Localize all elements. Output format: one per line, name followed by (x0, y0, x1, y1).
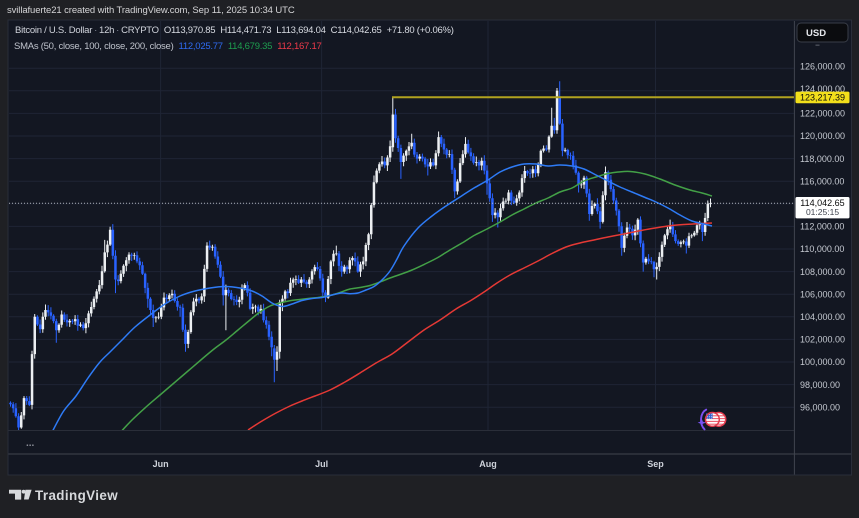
svg-text:Aug: Aug (479, 459, 497, 469)
svg-text:118,000.00: 118,000.00 (800, 154, 844, 164)
svg-text:116,000.00: 116,000.00 (800, 176, 844, 186)
svg-text:Sep: Sep (647, 459, 664, 469)
svg-text:...: ... (26, 438, 35, 449)
svg-text:Jun: Jun (153, 459, 169, 469)
svg-text:01:25:15: 01:25:15 (806, 207, 839, 217)
svg-text:100,000.00: 100,000.00 (800, 357, 845, 367)
svg-text:96,000.00: 96,000.00 (800, 402, 840, 412)
svg-text:TradingView: TradingView (35, 488, 118, 503)
svg-text:106,000.00: 106,000.00 (800, 289, 845, 299)
svg-text:114,042.65: 114,042.65 (800, 198, 844, 208)
svg-text:123,217.39: 123,217.39 (800, 93, 845, 103)
svg-text:112,000.00: 112,000.00 (800, 222, 844, 232)
svg-text:98,000.00: 98,000.00 (800, 380, 840, 390)
svg-text:104,000.00: 104,000.00 (800, 312, 845, 322)
svg-text:108,000.00: 108,000.00 (800, 267, 845, 277)
svg-text:USD: USD (806, 28, 826, 39)
svg-text:120,000.00: 120,000.00 (800, 131, 845, 141)
svg-text:122,000.00: 122,000.00 (800, 109, 845, 119)
svg-text:126,000.00: 126,000.00 (800, 61, 845, 71)
svg-text:110,000.00: 110,000.00 (800, 244, 844, 254)
svg-text:Jul: Jul (315, 459, 328, 469)
svg-text:124,000.00: 124,000.00 (800, 84, 845, 94)
svg-text:102,000.00: 102,000.00 (800, 335, 845, 345)
